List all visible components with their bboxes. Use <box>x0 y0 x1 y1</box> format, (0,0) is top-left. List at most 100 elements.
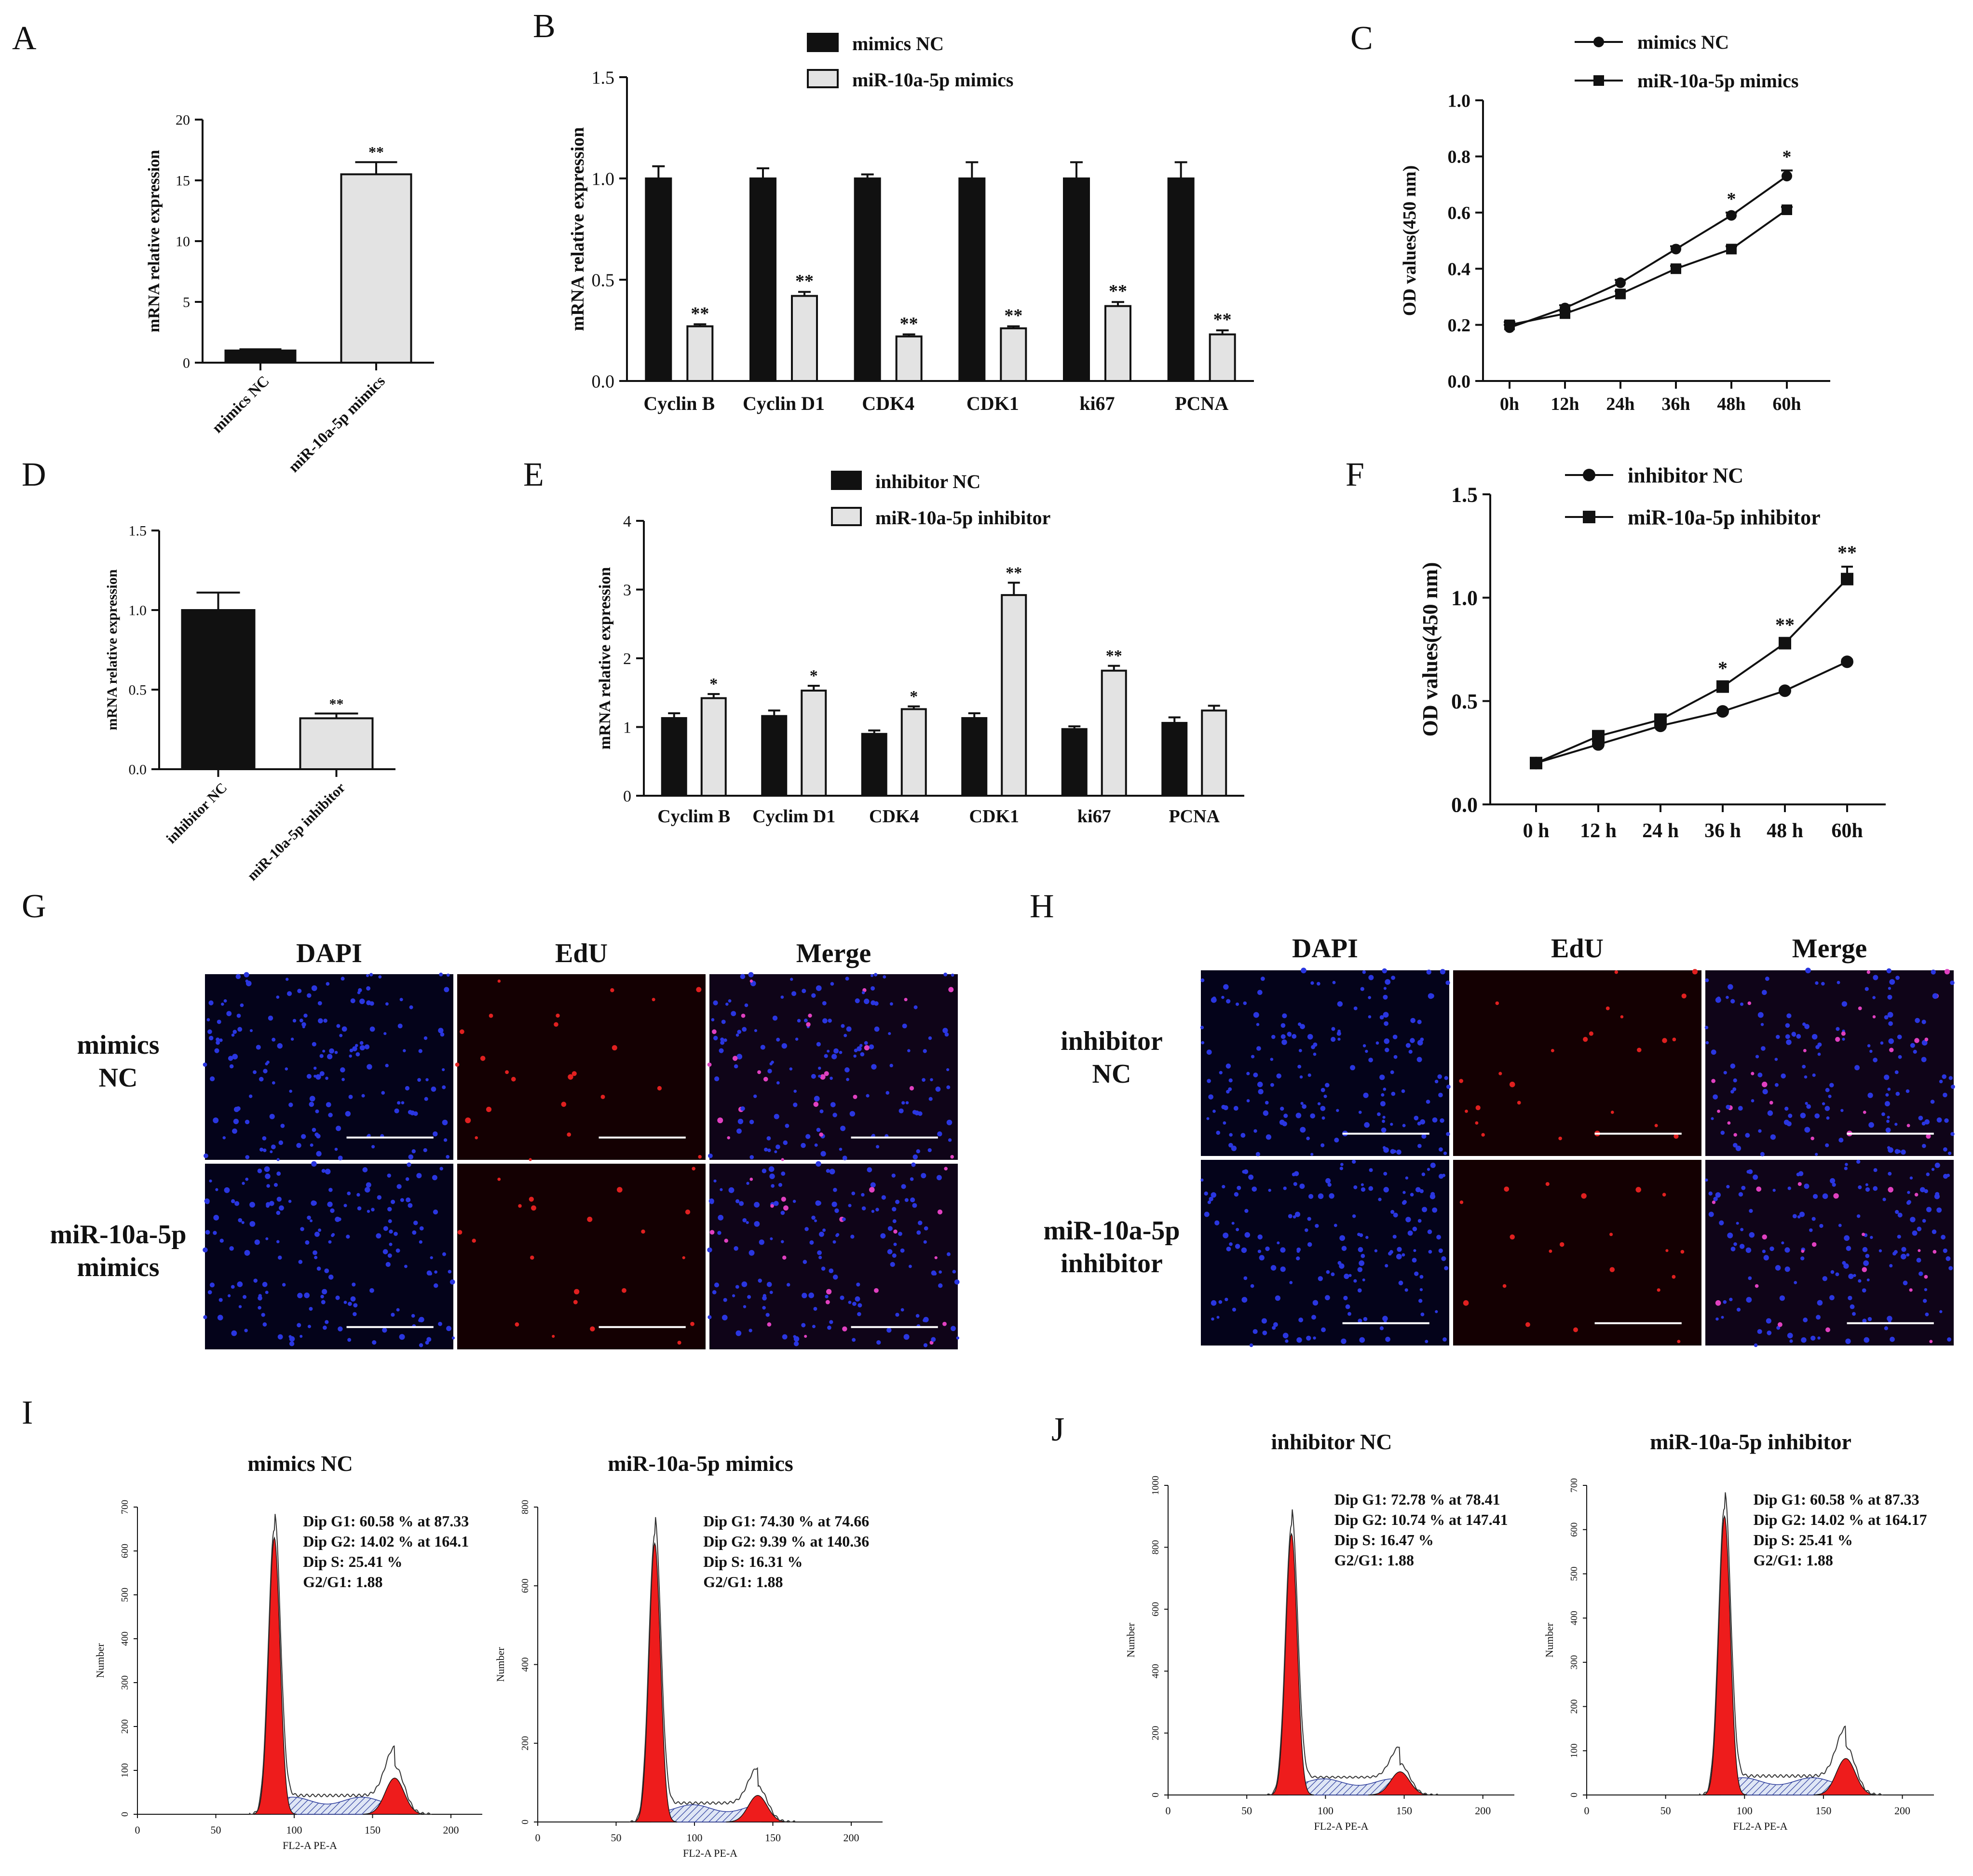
cell-nucleus <box>748 1250 755 1256</box>
cell-nucleus <box>1243 1276 1248 1280</box>
cell-nucleus <box>1216 1316 1220 1319</box>
cell-nucleus <box>1353 1279 1357 1283</box>
cell-nucleus <box>1760 1152 1765 1156</box>
cell-nucleus <box>1637 1047 1642 1052</box>
cell-nucleus <box>216 1040 220 1045</box>
cell-nucleus <box>749 1155 754 1159</box>
panel-letter-h: H <box>1030 888 1054 925</box>
y-tick-label: 600 <box>120 1544 130 1558</box>
cell-nucleus <box>746 1182 749 1185</box>
y-tick-label: 400 <box>1569 1611 1579 1625</box>
cell-nucleus <box>269 1201 274 1206</box>
cell-nucleus <box>530 1255 534 1260</box>
cell-nucleus <box>322 1049 326 1053</box>
cell-nucleus <box>1231 1222 1235 1225</box>
cell-nucleus <box>1934 1194 1940 1199</box>
cell-nucleus <box>314 1132 319 1137</box>
cell-nucleus <box>942 1321 947 1326</box>
cell-nucleus <box>299 1334 303 1338</box>
cell-nucleus <box>1413 1249 1416 1252</box>
cell-nucleus <box>864 1041 868 1045</box>
y-axis-label: Number <box>494 1647 506 1682</box>
cell-nucleus <box>1407 1230 1413 1236</box>
cell-nucleus <box>811 1215 816 1220</box>
cell-nucleus <box>1312 1300 1319 1306</box>
cell-nucleus <box>1797 1215 1801 1219</box>
cell-nucleus <box>276 1240 280 1243</box>
cell-nucleus <box>1385 1047 1389 1052</box>
cell-nucleus <box>433 1210 438 1215</box>
cell-nucleus <box>840 1126 846 1131</box>
histogram-title: miR-10a-5p inhibitor <box>1650 1429 1851 1454</box>
cell-nucleus <box>328 1274 334 1280</box>
cell-nucleus <box>1903 1280 1908 1286</box>
cell-nucleus <box>1353 1185 1358 1189</box>
cell-nucleus <box>1475 1121 1479 1125</box>
x-axis-label: FL2-A PE-A <box>1314 1820 1368 1832</box>
cell-nucleus <box>1221 1104 1226 1110</box>
cell-nucleus <box>813 1101 819 1107</box>
cell-nucleus <box>391 1199 395 1204</box>
cell-nucleus <box>309 1096 315 1102</box>
cell-nucleus <box>732 1294 735 1297</box>
channel-label-dapi: DAPI <box>1292 934 1358 964</box>
x-tick-label: 0 <box>535 1832 541 1844</box>
cell-nucleus <box>446 1326 451 1332</box>
cell-nucleus <box>828 1019 832 1023</box>
cell-nucleus <box>918 1221 923 1225</box>
cell-nucleus <box>307 1215 311 1220</box>
legend-label: mimics NC <box>1637 31 1729 53</box>
cell-nucleus <box>265 1291 269 1294</box>
cell-nucleus <box>1551 1049 1554 1052</box>
cell-nucleus <box>1352 1159 1356 1164</box>
cell-nucleus <box>1226 1089 1230 1094</box>
cell-nucleus <box>433 1131 438 1137</box>
cell-nucleus <box>297 989 302 993</box>
cell-nucleus <box>818 1066 821 1070</box>
y-tick-label: 600 <box>1150 1602 1161 1617</box>
cell-nucleus <box>385 1002 389 1006</box>
cell-nucleus <box>816 1161 821 1167</box>
cell-nucleus <box>1886 1119 1890 1123</box>
cell-nucleus <box>1211 1317 1214 1321</box>
cell-nucleus <box>1381 1093 1385 1097</box>
cell-nucleus <box>382 1249 388 1254</box>
x-tick-label: 100 <box>286 1824 302 1836</box>
cell-nucleus <box>735 1199 740 1203</box>
cell-nucleus <box>1383 1012 1389 1018</box>
cell-nucleus <box>310 1143 313 1147</box>
cell-nucleus <box>1272 1326 1276 1330</box>
cell-nucleus <box>827 1325 831 1330</box>
cell-nucleus <box>231 1330 237 1336</box>
cell-nucleus <box>921 1173 926 1179</box>
cell-nucleus <box>1950 1132 1955 1136</box>
cell-nucleus <box>272 1081 275 1085</box>
cell-nucleus <box>869 1187 875 1193</box>
cell-nucleus <box>1819 1223 1823 1228</box>
cell-nucleus <box>1895 1210 1899 1214</box>
cell-nucleus <box>1948 1076 1953 1080</box>
cell-nucleus <box>203 1315 207 1319</box>
y-tick-label: 200 <box>1150 1726 1161 1740</box>
cell-nucleus <box>289 1341 295 1346</box>
cell-nucleus <box>269 1114 275 1119</box>
cell-nucleus <box>1275 1295 1281 1301</box>
cell-nucleus <box>367 1064 372 1070</box>
cell-nucleus <box>1325 1083 1330 1088</box>
cell-nucleus <box>935 1087 941 1092</box>
cell-nucleus <box>934 1256 938 1260</box>
cell-nucleus <box>1384 1021 1388 1026</box>
panel-letter-e: E <box>523 456 544 493</box>
cell-nucleus <box>1270 1083 1274 1087</box>
cell-nucleus <box>1251 1055 1255 1059</box>
cell-nucleus <box>1368 996 1371 999</box>
x-tick-label: 50 <box>611 1832 622 1844</box>
cell-nucleus <box>951 1326 956 1332</box>
cell-nucleus <box>1325 1178 1331 1183</box>
cell-nucleus <box>1310 1153 1314 1156</box>
cell-nucleus <box>409 1005 413 1009</box>
cell-nucleus <box>1614 970 1619 974</box>
bar <box>1201 709 1227 797</box>
cell-nucleus <box>1297 1064 1302 1069</box>
cell-nucleus <box>1763 1255 1769 1261</box>
